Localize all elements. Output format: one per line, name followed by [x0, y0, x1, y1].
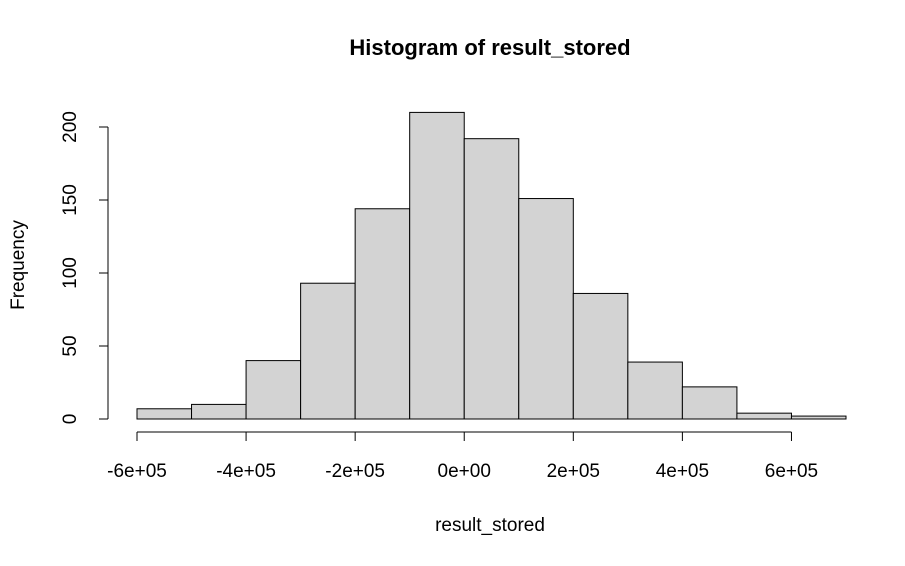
x-axis: -6e+05 -4e+05 -2e+05 0e+00 2e+05 4e+05 6e+05	[107, 431, 818, 482]
y-tick-label: 50	[60, 335, 81, 356]
x-tick-label: 0e+00	[438, 461, 491, 482]
histogram-bar	[136, 408, 193, 420]
histogram-bar	[736, 412, 792, 420]
y-tick-label: 0	[60, 414, 81, 425]
y-tick-label: 200	[60, 111, 81, 143]
chart-title: Histogram of result_stored	[349, 35, 630, 60]
x-tick-label: 4e+05	[656, 461, 709, 482]
histogram-bar	[572, 292, 629, 420]
histogram-bar	[354, 208, 411, 420]
x-tick-label: -2e+05	[325, 461, 385, 482]
histogram-bar	[463, 138, 520, 420]
y-tick-label: 100	[60, 257, 81, 289]
histogram-bar	[681, 386, 738, 420]
histogram-bar	[790, 415, 847, 420]
x-tick-label: -4e+05	[216, 461, 276, 482]
histogram-bar	[245, 360, 302, 420]
x-tick-label: 6e+05	[765, 461, 818, 482]
y-axis: 0 50 100 150 200	[60, 111, 109, 425]
y-axis-label: Frequency	[8, 220, 29, 310]
histogram-bar	[627, 361, 683, 420]
x-tick-label: -6e+05	[107, 461, 167, 482]
histogram-bar	[191, 403, 247, 420]
bars-group	[136, 111, 847, 420]
x-axis-label: result_stored	[435, 515, 545, 536]
y-tick-label: 150	[60, 184, 81, 216]
histogram-bar	[409, 111, 465, 420]
histogram-bar	[300, 282, 356, 420]
x-tick-label: 2e+05	[547, 461, 600, 482]
histogram-bar	[518, 198, 574, 420]
